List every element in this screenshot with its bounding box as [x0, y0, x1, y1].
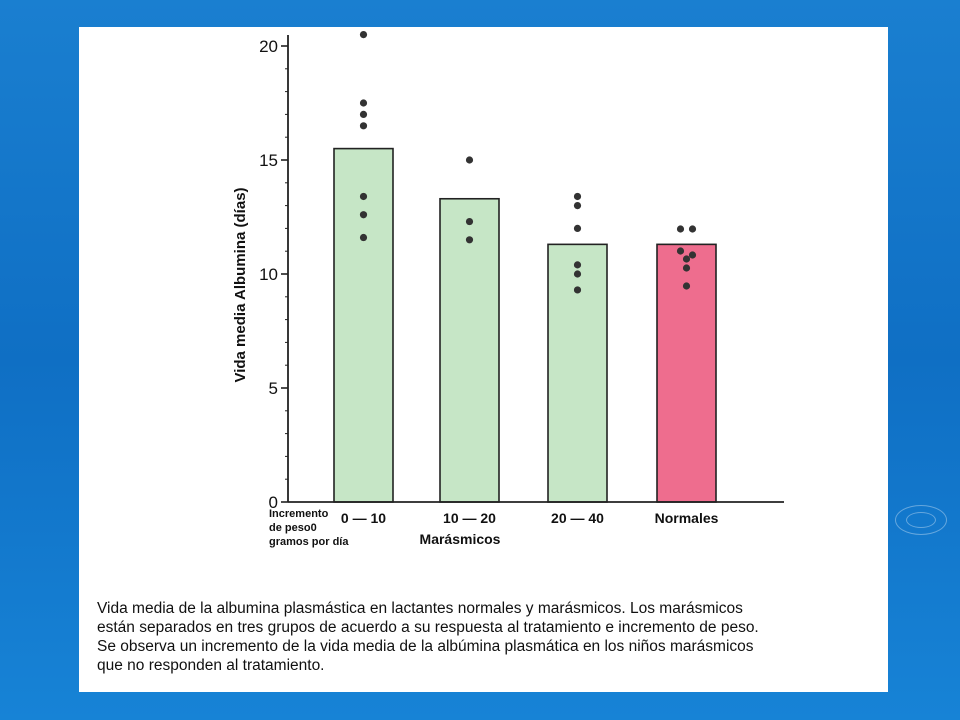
- y-tick-label: 15: [259, 151, 278, 170]
- data-point: [359, 211, 368, 219]
- data-point: [359, 99, 368, 107]
- bar-2: [547, 243, 608, 503]
- data-point: [688, 251, 697, 259]
- group-label: Marásmicos: [420, 531, 501, 547]
- data-point: [676, 225, 685, 233]
- data-point: [676, 247, 685, 255]
- x-side-label-line: gramos por día: [269, 536, 349, 548]
- data-point: [573, 224, 582, 232]
- caption-line: que no responden al tratamiento.: [97, 657, 325, 674]
- caption-line: Vida media de la albumina plasmástica en…: [97, 600, 743, 617]
- x-tick-label-3: Normales: [655, 510, 719, 526]
- y-axis-label: Vida media Albumina (días): [232, 187, 249, 382]
- slide-panel: 0 5 10 15 20 Vida media Albumina (días) 0 — 10…: [79, 27, 888, 692]
- data-point: [573, 270, 582, 278]
- ripple-decoration: [895, 505, 947, 535]
- data-point: [359, 31, 368, 39]
- data-point: [359, 122, 368, 130]
- data-point: [682, 264, 691, 272]
- x-tick-label-1: 10 — 20: [443, 510, 496, 526]
- data-point: [573, 286, 582, 294]
- ripple-decoration: [906, 512, 936, 528]
- data-point: [359, 233, 368, 242]
- data-point: [465, 156, 474, 164]
- data-point: [465, 236, 474, 244]
- data-point: [359, 110, 368, 118]
- bar-0: [333, 147, 394, 503]
- x-side-label-line: Incremento: [269, 508, 329, 520]
- x-side-label-line: de peso0: [269, 522, 317, 534]
- data-point: [573, 202, 582, 210]
- data-point: [465, 217, 474, 226]
- data-point: [688, 225, 697, 233]
- data-point: [682, 282, 691, 290]
- data-point: [682, 255, 691, 263]
- y-tick-label: 0: [269, 493, 278, 512]
- caption-line: Se observa un incremento de la vida medi…: [97, 638, 754, 655]
- data-point: [359, 192, 368, 201]
- data-point: [573, 261, 582, 269]
- y-tick-label: 10: [259, 265, 278, 284]
- x-tick-label-2: 20 — 40: [551, 510, 604, 526]
- bar-chart: 0 5 10 15 20 Vida media Albumina (días) 0 — 10…: [232, 31, 784, 548]
- figure-caption: Vida media de la albumina plasmástica en…: [97, 599, 887, 675]
- bar-1: [439, 197, 500, 503]
- data-point: [573, 192, 582, 201]
- y-tick-label: 5: [269, 379, 278, 398]
- y-tick-label: 20: [259, 37, 278, 56]
- x-tick-label-0: 0 — 10: [341, 510, 386, 526]
- caption-line: están separados en tres grupos de acuerd…: [97, 619, 759, 636]
